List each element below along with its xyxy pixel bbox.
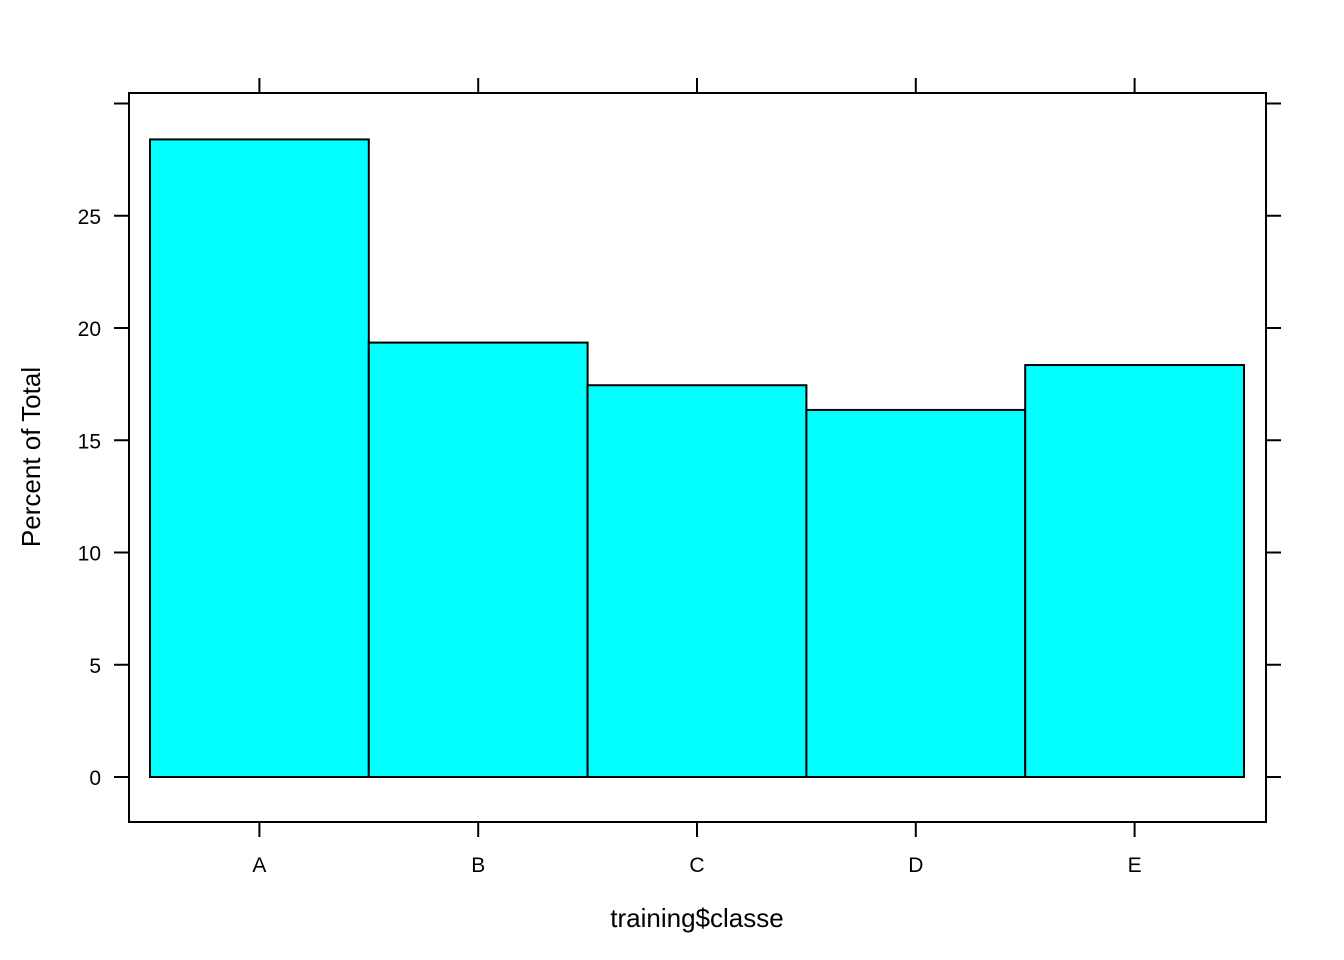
y-tick-label-20: 20 (78, 318, 101, 341)
bar-B (367, 341, 589, 778)
bars-group (149, 138, 1245, 779)
y-tick-label-10: 10 (78, 543, 101, 566)
y-axis-title: Percent of Total (16, 367, 46, 547)
bar-A (149, 138, 370, 779)
x-tick-label-A: A (252, 854, 266, 877)
y-axis-ticks: 0 5 10 15 20 25 (78, 102, 1281, 790)
x-axis-title: training$classe (610, 903, 783, 933)
bar-E (1024, 364, 1245, 778)
bar-D (805, 408, 1027, 778)
y-tick-label-15: 15 (78, 430, 101, 453)
x-tick-label-D: D (908, 854, 923, 877)
bar-C (586, 384, 808, 778)
x-axis-ticks: A B C D E (252, 78, 1142, 877)
x-tick-label-C: C (689, 854, 704, 877)
y-tick-label-0: 0 (89, 767, 101, 790)
x-tick-label-B: B (471, 854, 485, 877)
x-tick-label-E: E (1128, 854, 1142, 877)
y-tick-label-5: 5 (89, 655, 101, 678)
y-tick-label-25: 25 (78, 206, 101, 229)
